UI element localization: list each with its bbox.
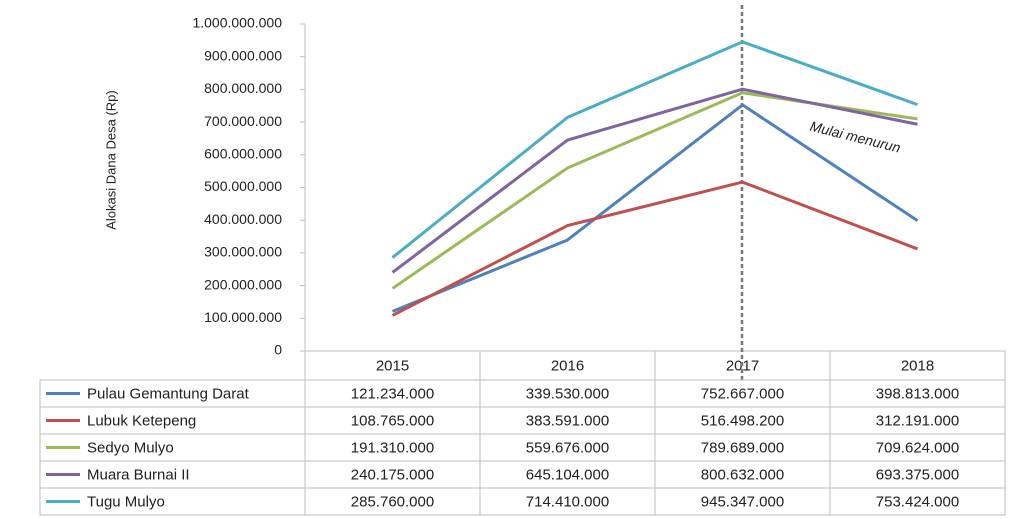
x-tick-label: 2018: [901, 357, 934, 374]
y-tick-label: 900.000.000: [204, 47, 282, 63]
table-value: 645.104.000: [526, 466, 609, 483]
table-value: 191.310.000: [351, 439, 434, 456]
legend-label: Pulau Gemantung Darat: [87, 385, 250, 402]
table-value: 312.191.000: [876, 412, 959, 429]
x-tick-label: 2015: [376, 357, 409, 374]
table-value: 709.624.000: [876, 439, 959, 456]
y-tick-label: 100.000.000: [204, 309, 282, 325]
legend-label: Muara Burnai II: [87, 466, 190, 483]
series-line: [391, 87, 918, 274]
table-value: 121.234.000: [351, 385, 434, 402]
y-tick-label: 800.000.000: [204, 80, 282, 96]
table-value: 693.375.000: [876, 466, 959, 483]
annotation: Mulai menurun: [808, 118, 902, 156]
series-line: [391, 180, 919, 317]
table-value: 240.175.000: [351, 466, 434, 483]
table-value: 753.424.000: [876, 493, 959, 510]
y-tick-label: 700.000.000: [204, 113, 282, 129]
x-tick-label: 2016: [551, 357, 584, 374]
y-tick-label: 400.000.000: [204, 211, 282, 227]
table-value: 339.530.000: [526, 385, 609, 402]
table-value: 714.410.000: [526, 493, 609, 510]
y-tick-label: 200.000.000: [204, 276, 282, 292]
table-value: 383.591.000: [526, 412, 609, 429]
y-axis-label: Alokasi Dana Desa (Rp): [103, 90, 118, 229]
table-value: 789.689.000: [701, 439, 784, 456]
series-line: [391, 103, 919, 313]
table-row: [39, 487, 1006, 516]
y-tick-label: 1.000.000.000: [192, 15, 282, 31]
legend-label: Tugu Mulyo: [87, 493, 165, 510]
table-value: 285.760.000: [351, 493, 434, 510]
series-line: [391, 40, 919, 259]
table-value: 108.765.000: [351, 412, 434, 429]
table-value: 945.347.000: [701, 493, 784, 510]
table-value: 752.667.000: [701, 385, 784, 402]
y-tick-label: 500.000.000: [204, 178, 282, 194]
y-tick-label: 300.000.000: [204, 244, 282, 260]
legend-label: Lubuk Ketepeng: [87, 412, 196, 429]
legend-label: Sedyo Mulyo: [87, 439, 174, 456]
series-line: [391, 91, 918, 290]
y-tick-label: 0: [274, 342, 282, 358]
table-value: 800.632.000: [701, 466, 784, 483]
y-tick-label: 600.000.000: [204, 146, 282, 162]
table-value: 559.676.000: [526, 439, 609, 456]
table-value: 398.813.000: [876, 385, 959, 402]
table-row: [39, 433, 1006, 462]
table-value: 516.498.200: [701, 412, 784, 429]
